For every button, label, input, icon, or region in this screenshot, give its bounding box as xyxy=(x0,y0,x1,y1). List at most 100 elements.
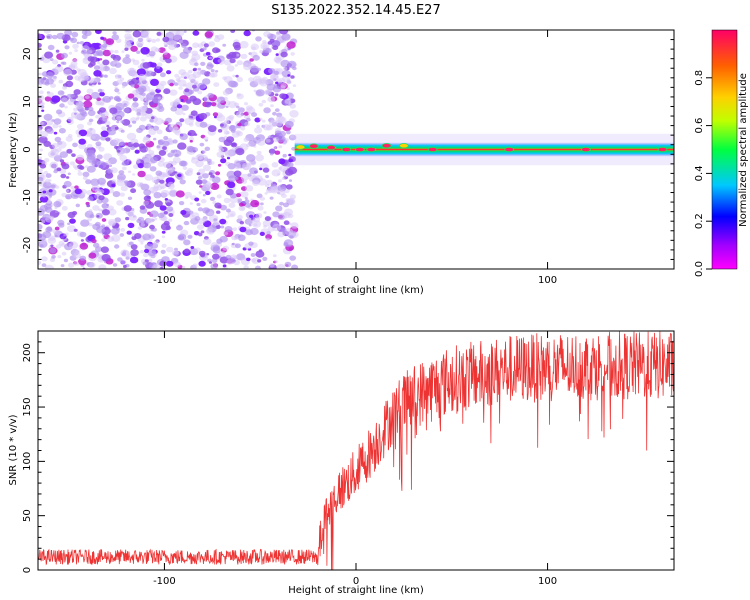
noise-blob xyxy=(114,126,119,130)
noise-blob xyxy=(107,236,115,242)
noise-blob xyxy=(38,99,44,104)
noise-blob xyxy=(159,72,166,78)
noise-blob xyxy=(227,181,236,189)
noise-blob xyxy=(90,77,97,84)
noise-blob xyxy=(201,179,208,184)
noise-blob xyxy=(174,153,179,157)
noise-blob xyxy=(281,177,286,180)
noise-blob xyxy=(124,39,131,45)
noise-blob xyxy=(197,207,203,212)
noise-blob xyxy=(45,71,54,79)
noise-blob xyxy=(70,111,80,119)
noise-blob xyxy=(114,49,119,54)
noise-blob xyxy=(240,173,250,181)
noise-blob xyxy=(183,239,191,246)
snr-frame xyxy=(37,330,675,571)
noise-blob xyxy=(237,215,243,220)
noise-blob xyxy=(226,156,231,160)
noise-blob xyxy=(200,61,206,66)
noise-blob xyxy=(265,188,273,194)
noise-blob xyxy=(244,121,250,127)
noise-blob xyxy=(156,31,162,36)
noise-blob xyxy=(138,124,146,131)
noise-blob xyxy=(162,36,170,43)
noise-blob xyxy=(117,257,123,262)
noise-blob xyxy=(72,58,78,63)
noise-blob xyxy=(187,129,196,137)
noise-blob xyxy=(274,108,280,113)
noise-blob xyxy=(235,111,244,118)
noise-blob xyxy=(228,80,237,88)
noise-blob xyxy=(139,92,143,96)
noise-blob xyxy=(197,70,203,75)
noise-blob xyxy=(224,135,228,139)
noise-blob xyxy=(272,223,282,232)
noise-blob xyxy=(73,252,81,259)
noise-blob xyxy=(155,170,163,176)
noise-blob xyxy=(130,104,136,109)
noise-blob xyxy=(236,76,243,83)
noise-blob xyxy=(108,164,113,167)
noise-blob xyxy=(108,208,117,216)
noise-blob xyxy=(152,263,161,269)
noise-blob xyxy=(157,139,162,143)
noise-blob xyxy=(288,242,292,246)
noise-blob xyxy=(197,175,203,180)
y-tick-label: 20 xyxy=(22,48,33,61)
noise-blob xyxy=(161,235,166,239)
noise-blob xyxy=(112,263,118,267)
noise-blob xyxy=(198,191,202,194)
noise-blob xyxy=(206,64,214,70)
noise-blob xyxy=(289,134,295,139)
noise-blob xyxy=(88,223,93,227)
noise-blob xyxy=(127,222,135,229)
noise-blob xyxy=(92,223,101,230)
noise-blob xyxy=(254,117,261,123)
spectral-peak xyxy=(657,146,668,153)
noise-blob xyxy=(269,263,275,268)
noise-blob xyxy=(181,176,186,179)
noise-blob xyxy=(259,50,264,54)
noise-blob xyxy=(114,74,122,80)
noise-blob xyxy=(70,94,75,98)
noise-blob xyxy=(200,198,207,204)
noise-blob xyxy=(284,98,292,104)
noise-blob xyxy=(100,102,105,106)
noise-blob xyxy=(202,238,212,246)
noise-blob xyxy=(270,184,278,191)
noise-blob xyxy=(57,141,67,149)
noise-blob xyxy=(243,265,249,269)
colorbar-axes: 0.0 0.2 0.4 0.6 0.8 xyxy=(694,70,712,277)
noise-blob xyxy=(252,216,261,223)
noise-blob xyxy=(85,179,92,185)
noise-blob xyxy=(138,143,146,149)
noise-blob xyxy=(226,215,230,219)
noise-blob xyxy=(121,166,127,171)
noise-blob xyxy=(111,183,116,188)
noise-blob xyxy=(52,123,59,129)
noise-blob xyxy=(273,74,277,78)
noise-blob xyxy=(286,87,290,90)
noise-blob xyxy=(273,146,277,150)
noise-blob xyxy=(225,208,231,213)
noise-blob xyxy=(73,89,81,95)
noise-blob xyxy=(85,130,93,137)
noise-blob xyxy=(144,174,153,181)
noise-blob xyxy=(262,256,268,261)
noise-blob xyxy=(41,109,45,112)
colorbar-label: Normalized spectral amplitude xyxy=(738,73,749,227)
noise-blob xyxy=(80,239,84,242)
noise-blob xyxy=(153,137,157,141)
noise-blob xyxy=(182,84,187,87)
noise-blob xyxy=(43,113,53,121)
noise-blob xyxy=(44,51,54,59)
noise-blob xyxy=(154,200,163,208)
noise-blob xyxy=(150,62,157,68)
noise-blob xyxy=(121,85,126,89)
noise-blob xyxy=(179,118,185,123)
noise-blob xyxy=(203,164,211,171)
noise-blob xyxy=(176,79,181,83)
noise-blob xyxy=(214,202,222,209)
noise-blob xyxy=(178,39,184,44)
